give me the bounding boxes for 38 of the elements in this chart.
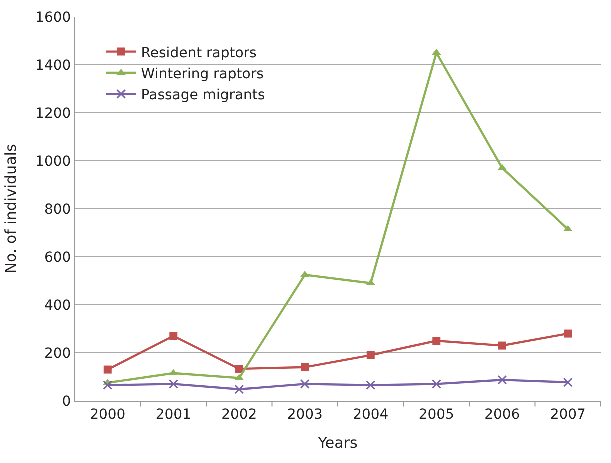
x-axis-title: Years (317, 434, 358, 452)
point (432, 379, 442, 389)
y-tick-label: 1400 (36, 58, 72, 74)
point (235, 365, 244, 374)
point (168, 379, 178, 389)
y-axis-title: No. of individuals (2, 144, 20, 274)
x-tick-label: 2002 (222, 406, 258, 423)
point (301, 363, 310, 372)
x-tick-label: 2001 (156, 406, 192, 423)
point (498, 375, 508, 385)
point (564, 330, 572, 338)
point (498, 342, 506, 350)
legend-label: Wintering raptors (141, 66, 264, 82)
y-tick-label: 1000 (36, 154, 72, 170)
y-tick-label: 800 (44, 202, 72, 218)
point (432, 337, 441, 345)
x-tick-label: 2000 (90, 406, 126, 423)
x-tick-label: 2003 (287, 406, 323, 423)
point (104, 366, 112, 374)
point (563, 378, 573, 388)
point (234, 384, 244, 394)
x-tick-label: 2005 (418, 406, 454, 423)
y-tick-label: 400 (44, 298, 72, 314)
x-tick-label: 2006 (484, 406, 520, 423)
point (103, 380, 113, 390)
point (366, 351, 375, 360)
y-tick-label: 600 (44, 250, 72, 266)
legend-label: Passage migrants (141, 88, 266, 104)
y-tick-label: 1200 (36, 106, 72, 122)
y-tick-label: 1600 (36, 10, 72, 26)
y-tick-label: 200 (44, 346, 72, 362)
point (170, 332, 178, 340)
legend-label: Resident raptors (141, 45, 257, 62)
x-tick-label: 2007 (550, 406, 586, 423)
x-tick-label: 2004 (353, 406, 389, 423)
y-tick-label: 0 (62, 394, 72, 410)
point (300, 379, 310, 389)
point (366, 380, 376, 390)
